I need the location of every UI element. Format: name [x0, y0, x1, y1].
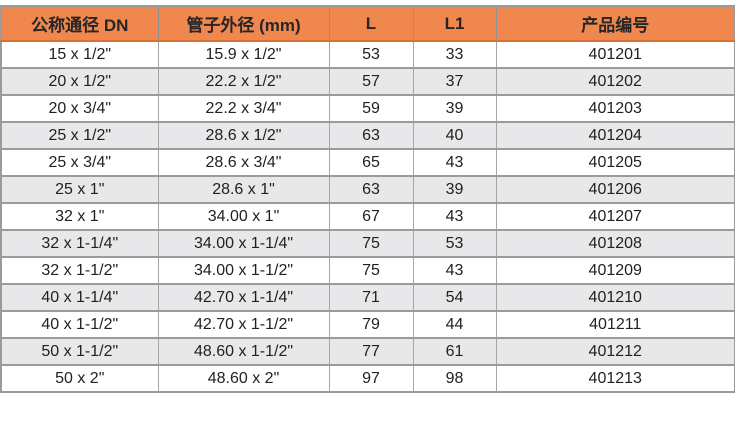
table-cell: 32 x 1-1/2": [0, 256, 159, 285]
table-cell: 22.2 x 3/4": [157, 94, 330, 123]
table-row: 25 x 1/2" 28.6 x 1/2" 63 40 401204: [0, 121, 735, 150]
table-cell: 43: [412, 148, 497, 177]
table-row: 20 x 1/2" 22.2 x 1/2" 57 37 401202: [0, 67, 735, 96]
column-header: 管子外径 (mm): [157, 5, 330, 42]
table-cell: 37: [412, 67, 497, 96]
table-row: 40 x 1-1/2" 42.70 x 1-1/2" 79 44 401211: [0, 310, 735, 339]
table-cell: 79: [328, 310, 414, 339]
table-cell: 71: [328, 283, 414, 312]
table-cell: 59: [328, 94, 414, 123]
table-cell: 20 x 1/2": [0, 67, 159, 96]
table-cell: 50 x 2": [0, 364, 159, 393]
table-cell: 40: [412, 121, 497, 150]
table-cell: 401211: [495, 310, 735, 339]
table-row: 50 x 1-1/2" 48.60 x 1-1/2" 77 61 401212: [0, 337, 735, 366]
column-header: 公称通径 DN: [0, 5, 159, 42]
table-cell: 25 x 1": [0, 175, 159, 204]
table-cell: 75: [328, 256, 414, 285]
table-cell: 40 x 1-1/4": [0, 283, 159, 312]
table-cell: 97: [328, 364, 414, 393]
table-cell: 15 x 1/2": [0, 40, 159, 69]
column-header: L1: [412, 5, 497, 42]
table-row: 40 x 1-1/4" 42.70 x 1-1/4" 71 54 401210: [0, 283, 735, 312]
table-cell: 33: [412, 40, 497, 69]
table-cell: 15.9 x 1/2": [157, 40, 330, 69]
table-cell: 67: [328, 202, 414, 231]
product-spec-table: 公称通径 DN 管子外径 (mm) L L1 产品编号 15 x 1/2" 15.9 x …: [0, 5, 735, 393]
table-row: 20 x 3/4" 22.2 x 3/4" 59 39 401203: [0, 94, 735, 123]
table-cell: 42.70 x 1-1/4": [157, 283, 330, 312]
table-cell: 77: [328, 337, 414, 366]
table-cell: 75: [328, 229, 414, 258]
table-cell: 98: [412, 364, 497, 393]
table-cell: 54: [412, 283, 497, 312]
table-cell: 50 x 1-1/2": [0, 337, 159, 366]
table-cell: 39: [412, 94, 497, 123]
product-spec-table-container: 公称通径 DN 管子外径 (mm) L L1 产品编号 15 x 1/2" 15.9 x …: [0, 5, 735, 393]
table-body: 15 x 1/2" 15.9 x 1/2" 53 33 401201 20 x 1/2" 2…: [0, 40, 735, 393]
table-cell: 401201: [495, 40, 735, 69]
table-cell: 28.6 x 3/4": [157, 148, 330, 177]
table-cell: 25 x 3/4": [0, 148, 159, 177]
table-cell: 43: [412, 202, 497, 231]
table-row: 32 x 1" 34.00 x 1" 67 43 401207: [0, 202, 735, 231]
table-row: 15 x 1/2" 15.9 x 1/2" 53 33 401201: [0, 40, 735, 69]
table-cell: 63: [328, 175, 414, 204]
table-cell: 401205: [495, 148, 735, 177]
table-row: 32 x 1-1/2" 34.00 x 1-1/2" 75 43 401209: [0, 256, 735, 285]
table-cell: 44: [412, 310, 497, 339]
table-cell: 43: [412, 256, 497, 285]
table-cell: 34.00 x 1-1/2": [157, 256, 330, 285]
table-cell: 401203: [495, 94, 735, 123]
table-cell: 42.70 x 1-1/2": [157, 310, 330, 339]
table-cell: 25 x 1/2": [0, 121, 159, 150]
table-cell: 48.60 x 2": [157, 364, 330, 393]
table-cell: 401206: [495, 175, 735, 204]
table-cell: 20 x 3/4": [0, 94, 159, 123]
table-cell: 32 x 1-1/4": [0, 229, 159, 258]
table-cell: 34.00 x 1-1/4": [157, 229, 330, 258]
table-cell: 28.6 x 1/2": [157, 121, 330, 150]
table-cell: 401202: [495, 67, 735, 96]
table-cell: 401208: [495, 229, 735, 258]
table-cell: 401213: [495, 364, 735, 393]
column-header: L: [328, 5, 414, 42]
table-cell: 53: [328, 40, 414, 69]
table-cell: 63: [328, 121, 414, 150]
table-cell: 401204: [495, 121, 735, 150]
table-cell: 401212: [495, 337, 735, 366]
header-row: 公称通径 DN 管子外径 (mm) L L1 产品编号: [0, 5, 735, 42]
table-cell: 53: [412, 229, 497, 258]
table-row: 50 x 2" 48.60 x 2" 97 98 401213: [0, 364, 735, 393]
table-row: 25 x 3/4" 28.6 x 3/4" 65 43 401205: [0, 148, 735, 177]
table-row: 25 x 1" 28.6 x 1" 63 39 401206: [0, 175, 735, 204]
table-cell: 40 x 1-1/2": [0, 310, 159, 339]
column-header: 产品编号: [495, 5, 735, 42]
table-cell: 65: [328, 148, 414, 177]
table-cell: 401209: [495, 256, 735, 285]
table-cell: 401207: [495, 202, 735, 231]
table-cell: 22.2 x 1/2": [157, 67, 330, 96]
table-cell: 61: [412, 337, 497, 366]
table-cell: 57: [328, 67, 414, 96]
table-row: 32 x 1-1/4" 34.00 x 1-1/4" 75 53 401208: [0, 229, 735, 258]
table-cell: 32 x 1": [0, 202, 159, 231]
table-cell: 401210: [495, 283, 735, 312]
table-cell: 28.6 x 1": [157, 175, 330, 204]
table-cell: 39: [412, 175, 497, 204]
table-cell: 34.00 x 1": [157, 202, 330, 231]
table-cell: 48.60 x 1-1/2": [157, 337, 330, 366]
